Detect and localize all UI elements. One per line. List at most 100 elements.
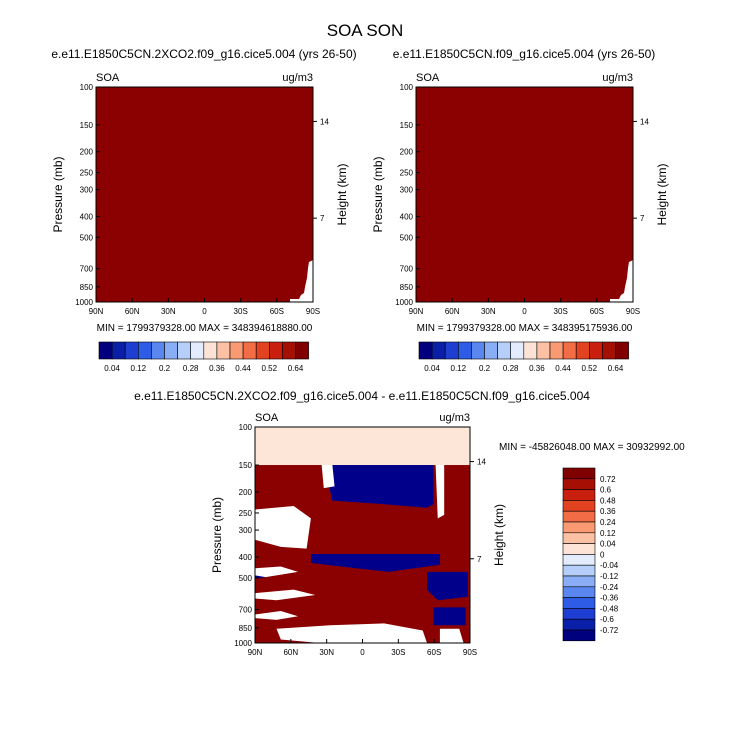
x-tick-label: 60S bbox=[590, 307, 604, 316]
x-tick-label: 30N bbox=[319, 648, 334, 657]
y-tick-label: 200 bbox=[400, 148, 414, 157]
colorbar-swatch bbox=[549, 341, 564, 360]
panel-variable-label: SOA bbox=[96, 72, 120, 84]
colorbar-top-left: 0.04 0.12 0.2 0.28 0.36 0.44 0.52 0.64 bbox=[98, 341, 309, 373]
colorbar-label: -0.24 bbox=[600, 583, 619, 592]
colorbar-label: 0.12 bbox=[451, 364, 467, 373]
colorbar-top-right: 0.04 0.12 0.2 0.28 0.36 0.44 0.52 0.64 bbox=[418, 341, 629, 373]
colorbar-swatch bbox=[457, 341, 472, 360]
panel-title: e.e11.E1850C5CN.2XCO2.f09_g16.cice5.004 … bbox=[134, 389, 590, 403]
panel-title: e.e11.E1850C5CN.f09_g16.cice5.004 (yrs 2… bbox=[393, 47, 656, 61]
y-tick-label: 850 bbox=[80, 283, 94, 292]
zero-region bbox=[255, 505, 311, 549]
x-tick-label: 60N bbox=[283, 648, 298, 657]
colorbar-swatch bbox=[562, 521, 596, 534]
y-axis-title: Pressure (mb) bbox=[210, 497, 224, 573]
colorbar-swatch bbox=[615, 341, 629, 360]
colorbar-swatch bbox=[562, 629, 596, 642]
colorbar-swatch bbox=[562, 597, 596, 609]
y-tick-label: 1000 bbox=[234, 639, 252, 648]
colorbar-label: 0.64 bbox=[608, 364, 624, 373]
colorbar-swatch bbox=[484, 341, 498, 360]
colorbar-swatch bbox=[229, 341, 244, 360]
colorbar-label: -0.04 bbox=[600, 561, 619, 570]
colorbar-label: 0.52 bbox=[262, 364, 278, 373]
colorbar-swatch bbox=[562, 532, 596, 544]
y-axis-title: Pressure (mb) bbox=[371, 156, 385, 232]
colorbar-swatch bbox=[562, 341, 577, 360]
chart-panel-2: e.e11.E1850C5CN.f09_g16.cice5.004 (yrs 2… bbox=[371, 47, 669, 334]
colorbar-swatch bbox=[203, 341, 218, 360]
colorbar-label: 0.44 bbox=[555, 364, 571, 373]
panel-variable-label: SOA bbox=[255, 412, 279, 424]
y-tick-label: 500 bbox=[80, 233, 94, 242]
colorbar-label: 0.12 bbox=[131, 364, 147, 373]
colorbar-label: 0.28 bbox=[183, 364, 199, 373]
colorbar-swatch bbox=[562, 618, 596, 631]
colorbar-swatch bbox=[562, 543, 596, 555]
panel-stats: MIN = 1799379328.00 MAX = 348394618880.0… bbox=[97, 323, 313, 334]
colorbar-swatch bbox=[588, 341, 603, 360]
y-tick-label: 1000 bbox=[75, 298, 93, 307]
colorbar-swatch bbox=[216, 341, 231, 360]
y-tick-label: 150 bbox=[80, 121, 94, 130]
page-title: SOA SON bbox=[327, 21, 404, 40]
field-fill bbox=[96, 87, 313, 302]
colorbar-label: 0.28 bbox=[503, 364, 519, 373]
colorbar-label: 0.64 bbox=[288, 364, 304, 373]
y-tick-label: 200 bbox=[239, 488, 253, 497]
colorbar-swatch bbox=[562, 500, 596, 512]
field-fill bbox=[416, 87, 633, 302]
colorbar-swatch bbox=[98, 341, 113, 360]
panel-units-label: ug/m3 bbox=[439, 412, 470, 424]
colorbar-swatch bbox=[431, 341, 446, 360]
x-tick-label: 60S bbox=[270, 307, 284, 316]
negative-region bbox=[310, 554, 440, 572]
surface-mask bbox=[610, 260, 633, 302]
y-right-tick-label: 14 bbox=[477, 458, 486, 467]
y-tick-label: 100 bbox=[239, 423, 253, 432]
colorbar-label: 0.44 bbox=[235, 364, 251, 373]
colorbar-swatch bbox=[124, 341, 139, 360]
zero-region bbox=[321, 465, 335, 489]
colorbar-label: 0.36 bbox=[529, 364, 545, 373]
zero-region bbox=[439, 628, 464, 643]
colorbar-label: 0.04 bbox=[600, 540, 616, 549]
x-tick-label: 30S bbox=[234, 307, 248, 316]
colorbar-label: 0 bbox=[600, 550, 605, 559]
colorbar-swatch bbox=[536, 341, 551, 360]
zero-region bbox=[255, 566, 298, 578]
colorbar-swatch bbox=[523, 341, 538, 360]
panel-units-label: ug/m3 bbox=[282, 72, 313, 84]
y-tick-label: 300 bbox=[80, 186, 94, 195]
colorbar-swatch bbox=[268, 341, 283, 360]
colorbar-swatch bbox=[562, 575, 596, 588]
colorbar-label: 0.2 bbox=[159, 364, 171, 373]
panels: e.e11.E1850C5CN.2XCO2.f09_g16.cice5.004 … bbox=[51, 47, 685, 657]
colorbar-swatch bbox=[602, 341, 616, 360]
colorbar-swatch bbox=[562, 608, 596, 620]
x-tick-label: 0 bbox=[360, 648, 365, 657]
colorbar-swatch bbox=[190, 341, 205, 360]
panel-variable-label: SOA bbox=[416, 72, 440, 84]
x-tick-label: 90N bbox=[248, 648, 263, 657]
colorbar-swatch bbox=[575, 341, 590, 360]
colorbar-swatch bbox=[562, 489, 596, 501]
y-tick-label: 100 bbox=[400, 83, 414, 92]
upper-band-fill bbox=[255, 427, 470, 466]
x-tick-label: 30S bbox=[554, 307, 568, 316]
y-tick-label: 850 bbox=[239, 624, 253, 633]
y-tick-label: 700 bbox=[239, 606, 253, 615]
colorbar-label: 0.36 bbox=[209, 364, 225, 373]
colorbar-swatch bbox=[562, 467, 596, 480]
y-right-axis-title: Height (km) bbox=[335, 163, 349, 225]
y-right-tick-label: 7 bbox=[640, 214, 645, 223]
x-tick-label: 30N bbox=[481, 307, 496, 316]
x-tick-label: 90N bbox=[409, 307, 424, 316]
y-tick-label: 250 bbox=[239, 509, 253, 518]
y-tick-label: 250 bbox=[400, 169, 414, 178]
y-right-tick-label: 14 bbox=[640, 117, 649, 126]
y-right-tick-label: 7 bbox=[477, 555, 482, 564]
y-tick-label: 300 bbox=[239, 526, 253, 535]
